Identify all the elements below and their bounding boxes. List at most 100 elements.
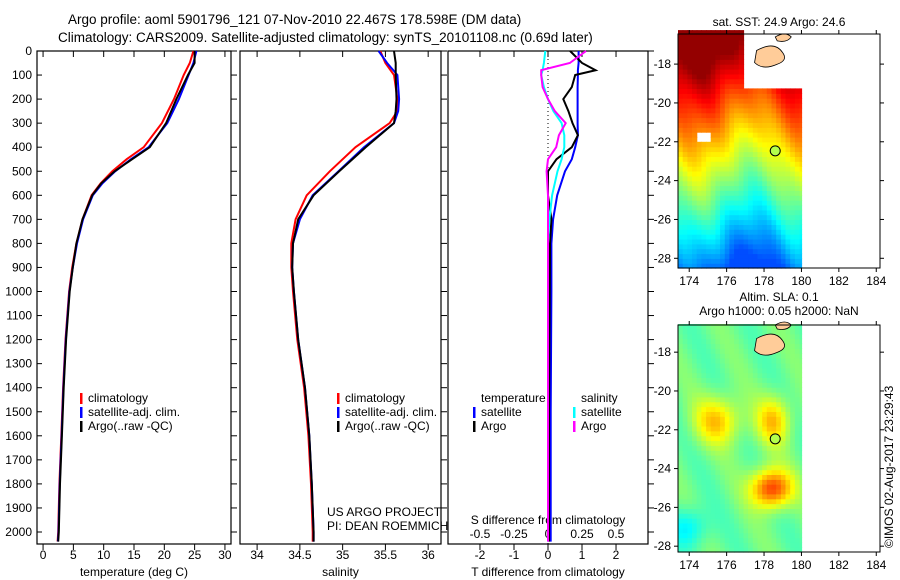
map-cell [766, 175, 773, 182]
map-cell [682, 156, 688, 162]
map-cell [715, 537, 721, 543]
map-cell [729, 484, 735, 490]
map-cell [762, 527, 768, 534]
map-cell [780, 542, 787, 548]
map-cell [734, 435, 740, 442]
map-cell [706, 547, 712, 553]
map-cell [757, 382, 763, 388]
map-cell [706, 209, 712, 216]
map-cell [776, 440, 782, 446]
map-cell [729, 518, 735, 524]
map-cell [701, 396, 707, 403]
map-cell [790, 421, 796, 427]
map-cell [734, 474, 740, 480]
map-cell [692, 455, 698, 461]
map-cell [799, 132, 803, 138]
map-cell [729, 190, 735, 196]
map-cell [785, 445, 791, 451]
map-cell [752, 185, 759, 191]
x-tick-label: -1 [509, 548, 520, 562]
map-cell [780, 195, 787, 201]
map-cell [738, 102, 745, 109]
map-cell [706, 141, 712, 148]
map-cell [724, 513, 731, 519]
map-cell [785, 391, 791, 398]
map-cell [738, 401, 745, 408]
map-cell [687, 112, 693, 119]
map-cell [794, 416, 801, 422]
map-cell [738, 151, 745, 157]
map-cell [678, 440, 684, 446]
map-cell [766, 224, 773, 230]
map-cell [752, 488, 759, 495]
map-cell [710, 136, 716, 143]
map-cell [692, 214, 698, 221]
map-cell [706, 93, 712, 99]
map-cell [682, 547, 688, 553]
map-cell [720, 93, 726, 99]
map-cell [687, 127, 693, 133]
map-cell [720, 391, 726, 398]
map-cell [771, 88, 777, 94]
map-cell [734, 513, 740, 519]
map-cell [738, 224, 745, 230]
map-cell [710, 161, 716, 167]
map-cell [738, 214, 745, 221]
map-cell [794, 430, 801, 437]
map-cell [734, 234, 740, 240]
map-cell [790, 474, 796, 480]
map-cell [752, 522, 759, 529]
map-cell [734, 219, 740, 225]
map-cell [780, 513, 787, 519]
map-cell [687, 88, 693, 94]
map-cell [766, 440, 773, 446]
map-cell [743, 459, 749, 466]
map-cell [734, 112, 740, 119]
map-cell [706, 35, 712, 41]
map-cell [682, 209, 688, 216]
map-cell [771, 243, 777, 250]
map-cell [766, 324, 773, 330]
map-cell [734, 391, 740, 398]
map-cell [738, 200, 745, 206]
map-cell [757, 488, 763, 495]
map-cell [720, 382, 726, 388]
map-cell [710, 416, 716, 422]
map-cell [776, 464, 782, 471]
map-cell [715, 107, 721, 114]
map-cell [743, 503, 749, 509]
map-cell [724, 44, 731, 51]
map-cell [706, 69, 712, 75]
map-cell [734, 141, 740, 148]
map-cell [743, 406, 749, 412]
map-cell [724, 141, 731, 148]
map-cell [799, 253, 803, 259]
map-cell [785, 175, 791, 182]
map-cell [738, 209, 745, 216]
map-cell [771, 522, 777, 529]
map-cell [790, 98, 796, 104]
map-cell [738, 30, 745, 36]
map-cell [738, 234, 745, 240]
map-cell [794, 518, 801, 524]
map-cell [710, 527, 716, 534]
map-cell [682, 324, 688, 330]
map-cell [701, 464, 707, 471]
map-cell [720, 234, 726, 240]
map-cell [780, 362, 787, 369]
map-cell [766, 396, 773, 403]
map-cell [776, 522, 782, 529]
map-cell [701, 59, 707, 65]
map-cell [734, 455, 740, 461]
map-cell [720, 445, 726, 451]
map-cell [734, 377, 740, 383]
map-cell [678, 127, 684, 133]
map-cell [766, 248, 773, 255]
map-cell [794, 180, 801, 187]
map-cell [720, 532, 726, 539]
map-cell [743, 117, 749, 123]
map-cell [710, 258, 716, 264]
map-cell [799, 367, 803, 374]
map-cell [729, 367, 735, 374]
map-cell [762, 209, 768, 216]
